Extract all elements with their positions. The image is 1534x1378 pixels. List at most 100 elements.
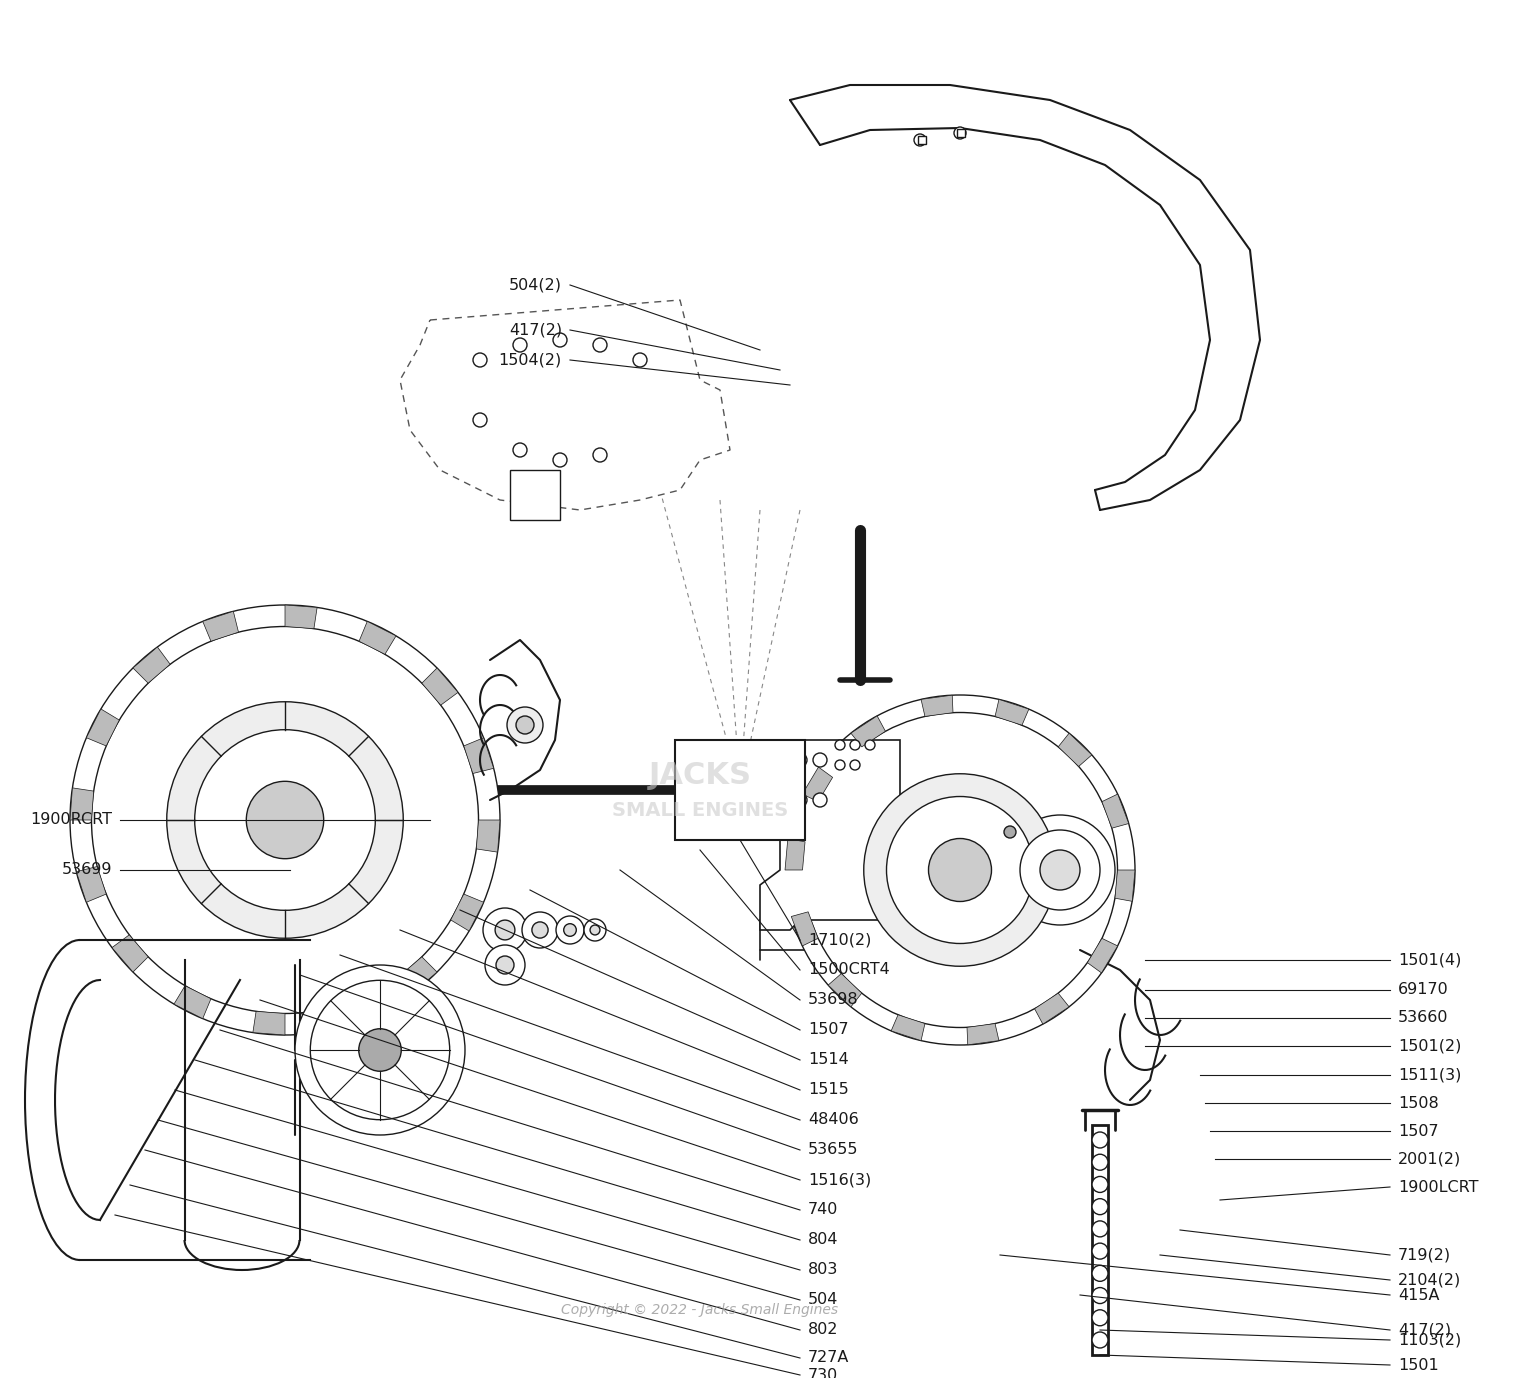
Circle shape bbox=[512, 442, 528, 457]
Text: 1501(4): 1501(4) bbox=[1397, 952, 1462, 967]
Circle shape bbox=[483, 908, 528, 952]
Text: SMALL ENGINES: SMALL ENGINES bbox=[612, 801, 788, 820]
Circle shape bbox=[865, 740, 874, 750]
Circle shape bbox=[247, 781, 324, 858]
Text: 504: 504 bbox=[808, 1293, 839, 1308]
Circle shape bbox=[472, 413, 486, 427]
Polygon shape bbox=[920, 695, 953, 717]
Circle shape bbox=[850, 740, 861, 750]
Polygon shape bbox=[802, 768, 833, 802]
Text: 1900RCRT: 1900RCRT bbox=[31, 813, 112, 828]
Polygon shape bbox=[173, 985, 212, 1018]
Text: Copyright © 2022 - Jacks Small Engines: Copyright © 2022 - Jacks Small Engines bbox=[561, 1304, 839, 1317]
Circle shape bbox=[92, 627, 479, 1013]
Circle shape bbox=[850, 761, 861, 770]
Circle shape bbox=[1003, 825, 1016, 838]
Polygon shape bbox=[463, 737, 494, 773]
FancyBboxPatch shape bbox=[917, 136, 927, 143]
Polygon shape bbox=[1101, 794, 1129, 828]
Circle shape bbox=[813, 752, 827, 768]
Polygon shape bbox=[759, 740, 940, 930]
Circle shape bbox=[552, 333, 568, 347]
Circle shape bbox=[532, 922, 548, 938]
Text: 53699: 53699 bbox=[61, 863, 112, 878]
Circle shape bbox=[195, 730, 376, 911]
Circle shape bbox=[485, 945, 525, 985]
Text: 1500CRT4: 1500CRT4 bbox=[808, 962, 890, 977]
Polygon shape bbox=[331, 999, 367, 1029]
Text: 2104(2): 2104(2) bbox=[1397, 1272, 1462, 1287]
Polygon shape bbox=[792, 912, 818, 945]
Circle shape bbox=[310, 980, 449, 1120]
Text: 69170: 69170 bbox=[1397, 983, 1448, 998]
Text: 53660: 53660 bbox=[1397, 1010, 1448, 1025]
Circle shape bbox=[1092, 1131, 1108, 1148]
Text: JACKS: JACKS bbox=[649, 761, 752, 790]
Text: 804: 804 bbox=[808, 1232, 839, 1247]
Text: 1103(2): 1103(2) bbox=[1397, 1333, 1462, 1348]
Polygon shape bbox=[400, 300, 730, 510]
Circle shape bbox=[555, 916, 584, 944]
Circle shape bbox=[515, 717, 534, 734]
Text: 1515: 1515 bbox=[808, 1083, 848, 1097]
Polygon shape bbox=[422, 668, 459, 706]
Polygon shape bbox=[1088, 938, 1118, 973]
Circle shape bbox=[634, 353, 647, 367]
Text: 415A: 415A bbox=[1397, 1287, 1439, 1302]
Circle shape bbox=[1092, 1177, 1108, 1192]
Polygon shape bbox=[1058, 733, 1092, 766]
Text: 730: 730 bbox=[808, 1367, 838, 1378]
Polygon shape bbox=[828, 974, 862, 1007]
Text: 1507: 1507 bbox=[808, 1022, 848, 1038]
Polygon shape bbox=[77, 867, 106, 903]
Circle shape bbox=[864, 774, 1057, 966]
Text: 417(2): 417(2) bbox=[509, 322, 561, 338]
Text: 1501(2): 1501(2) bbox=[1397, 1039, 1462, 1054]
Text: 53655: 53655 bbox=[808, 1142, 859, 1158]
Text: 1511(3): 1511(3) bbox=[1397, 1068, 1462, 1083]
Circle shape bbox=[1005, 814, 1115, 925]
Circle shape bbox=[359, 1029, 402, 1071]
Circle shape bbox=[1092, 1333, 1108, 1348]
Circle shape bbox=[1092, 1243, 1108, 1259]
Text: 1507: 1507 bbox=[1397, 1123, 1439, 1138]
Text: 1516(3): 1516(3) bbox=[808, 1173, 871, 1188]
Circle shape bbox=[472, 353, 486, 367]
Polygon shape bbox=[451, 894, 483, 932]
Polygon shape bbox=[133, 646, 170, 683]
Text: 719(2): 719(2) bbox=[1397, 1247, 1451, 1262]
Circle shape bbox=[785, 695, 1135, 1045]
Circle shape bbox=[834, 761, 845, 770]
Circle shape bbox=[954, 127, 966, 139]
Polygon shape bbox=[785, 839, 805, 870]
Circle shape bbox=[1092, 1199, 1108, 1214]
Polygon shape bbox=[253, 1011, 285, 1035]
Polygon shape bbox=[359, 621, 396, 655]
Circle shape bbox=[793, 792, 807, 808]
Text: 802: 802 bbox=[808, 1323, 839, 1338]
Polygon shape bbox=[891, 1014, 925, 1040]
Circle shape bbox=[1092, 1287, 1108, 1304]
Text: 53698: 53698 bbox=[808, 992, 859, 1007]
FancyBboxPatch shape bbox=[1092, 1124, 1108, 1355]
Text: 48406: 48406 bbox=[808, 1112, 859, 1127]
Circle shape bbox=[495, 956, 514, 974]
Polygon shape bbox=[996, 700, 1029, 725]
Text: 1900LCRT: 1900LCRT bbox=[1397, 1180, 1479, 1195]
Circle shape bbox=[552, 453, 568, 467]
FancyBboxPatch shape bbox=[957, 130, 965, 136]
Circle shape bbox=[834, 740, 845, 750]
FancyBboxPatch shape bbox=[675, 740, 805, 841]
Circle shape bbox=[522, 912, 558, 948]
Circle shape bbox=[584, 919, 606, 941]
Circle shape bbox=[71, 605, 500, 1035]
Text: 1508: 1508 bbox=[1397, 1096, 1439, 1111]
Polygon shape bbox=[71, 788, 94, 820]
Text: 504(2): 504(2) bbox=[509, 277, 561, 292]
Circle shape bbox=[1092, 1265, 1108, 1282]
Text: 740: 740 bbox=[808, 1203, 839, 1218]
Circle shape bbox=[1092, 1309, 1108, 1326]
Circle shape bbox=[563, 923, 577, 936]
Circle shape bbox=[295, 965, 465, 1135]
Circle shape bbox=[512, 338, 528, 351]
